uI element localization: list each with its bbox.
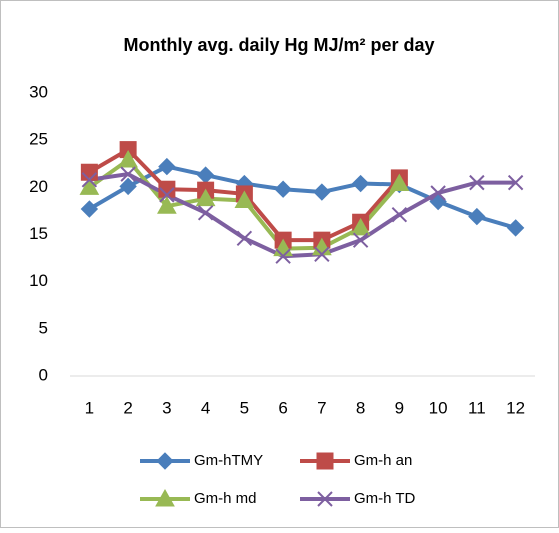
x-tick-label: 1 (85, 398, 94, 417)
marker (120, 166, 136, 182)
legend-item: Gm-h md (140, 488, 257, 507)
marker (316, 452, 334, 470)
marker (274, 180, 292, 198)
marker (275, 248, 291, 264)
legend-label: Gm-h md (194, 490, 257, 507)
marker (314, 246, 330, 263)
x-tick-label: 2 (123, 398, 132, 417)
legend-item: Gm-hTMY (140, 452, 263, 470)
marker (234, 190, 255, 209)
marker (158, 157, 176, 176)
series-line (88, 164, 517, 230)
x-tick-label: 3 (162, 398, 171, 417)
marker (350, 217, 371, 236)
x-tick-label: 8 (356, 398, 365, 417)
marker (157, 196, 177, 214)
marker (352, 232, 369, 248)
y-tick-label: 5 (39, 318, 48, 337)
marker (430, 185, 446, 201)
marker (389, 173, 410, 192)
x-tick-label: 12 (506, 398, 525, 417)
x-tick-label: 5 (240, 398, 249, 417)
marker (468, 207, 486, 226)
y-tick-label: 20 (29, 177, 48, 196)
marker (391, 206, 408, 223)
marker (81, 172, 98, 188)
y-tick-label: 15 (29, 224, 48, 243)
legend-label: Gm-h an (354, 452, 412, 469)
x-tick-label: 4 (201, 398, 210, 417)
marker (156, 452, 174, 470)
marker (236, 230, 253, 246)
marker (118, 149, 138, 168)
legend-label: Gm-hTMY (194, 452, 263, 469)
chart-title: Monthly avg. daily Hg MJ/m² per day (123, 35, 434, 55)
x-tick-label: 9 (395, 398, 404, 417)
marker (80, 200, 99, 218)
marker (195, 188, 216, 207)
marker (317, 491, 333, 507)
x-tick-label: 7 (317, 398, 326, 417)
marker (313, 183, 331, 201)
legend-item: Gm-h TD (300, 490, 416, 507)
marker (79, 177, 100, 195)
marker (506, 219, 525, 237)
marker (469, 174, 485, 191)
y-tick-label: 0 (39, 365, 48, 384)
marker (351, 174, 370, 193)
y-tick-label: 10 (29, 271, 48, 290)
marker (197, 205, 214, 221)
x-tick-label: 11 (468, 398, 486, 417)
legend-label: Gm-h TD (354, 490, 416, 507)
y-tick-label: 30 (29, 82, 48, 101)
marker (159, 187, 175, 203)
legend-item: Gm-h an (300, 452, 412, 470)
marker (507, 174, 524, 191)
marker (119, 177, 137, 196)
x-tick-label: 6 (278, 398, 287, 417)
y-tick-label: 25 (29, 130, 48, 149)
x-tick-label: 10 (429, 398, 448, 417)
marker (155, 488, 175, 507)
